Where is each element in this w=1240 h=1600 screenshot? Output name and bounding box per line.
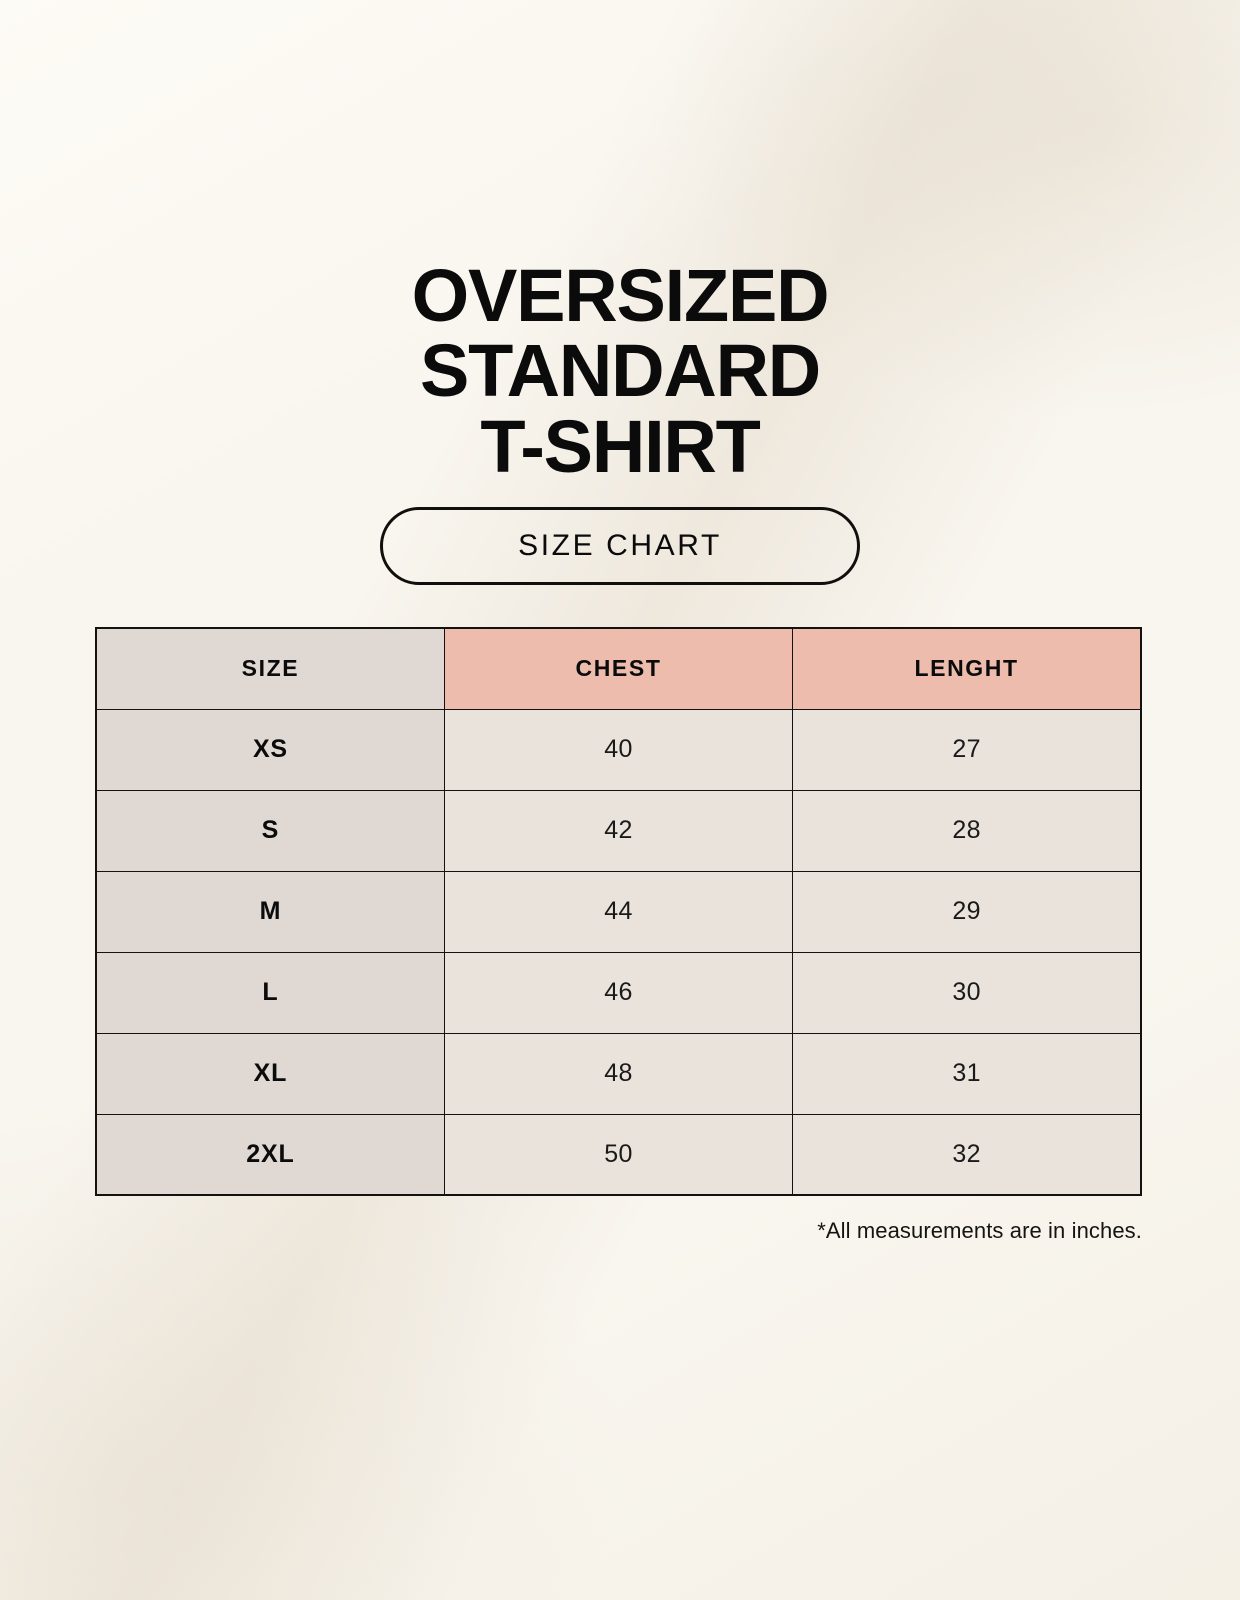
cell-length: 28 [792, 789, 1142, 872]
table-header-row: SIZE CHEST LENGHT [95, 627, 1142, 710]
cell-size: XL [95, 1032, 445, 1115]
table-row: L 46 30 [95, 951, 1142, 1034]
table-row: S 42 28 [95, 789, 1142, 872]
size-chart-badge-label: SIZE CHART [518, 529, 722, 562]
cell-length: 30 [792, 951, 1142, 1034]
cell-chest: 48 [443, 1032, 794, 1115]
size-chart-badge: SIZE CHART [380, 507, 860, 585]
size-table: SIZE CHEST LENGHT XS 40 27 S 42 28 M [95, 627, 1142, 1196]
cell-size: M [95, 870, 445, 953]
size-chart-badge-wrapper: SIZE CHART [0, 507, 1240, 585]
cell-size: XS [95, 708, 445, 791]
table-row: M 44 29 [95, 870, 1142, 953]
table-row: XL 48 31 [95, 1032, 1142, 1115]
column-header-size: SIZE [95, 627, 445, 710]
title-line-1: OVERSIZED [411, 254, 830, 337]
cell-chest: 46 [443, 951, 794, 1034]
column-header-length: LENGHT [792, 627, 1142, 710]
cell-length: 31 [792, 1032, 1142, 1115]
size-table-wrapper: SIZE CHEST LENGHT XS 40 27 S 42 28 M [95, 627, 1142, 1196]
cell-length: 29 [792, 870, 1142, 953]
cell-chest: 42 [443, 789, 794, 872]
cell-length: 27 [792, 708, 1142, 791]
title-line-3: T-SHIRT [480, 404, 761, 488]
cell-chest: 44 [443, 870, 794, 953]
cell-chest: 40 [443, 708, 794, 791]
cell-size: S [95, 789, 445, 872]
table-row: XS 40 27 [95, 708, 1142, 791]
title-line-2: STANDARD [419, 329, 821, 413]
cell-size: 2XL [95, 1113, 445, 1196]
column-header-chest: CHEST [443, 627, 794, 710]
cell-size: L [95, 951, 445, 1034]
cell-length: 32 [792, 1113, 1142, 1196]
table-row: 2XL 50 32 [95, 1113, 1142, 1196]
measurements-footnote: *All measurements are in inches. [817, 1218, 1142, 1243]
page-title: OVERSIZED STANDARD T-SHIRT [0, 254, 1240, 488]
cell-chest: 50 [443, 1113, 794, 1196]
